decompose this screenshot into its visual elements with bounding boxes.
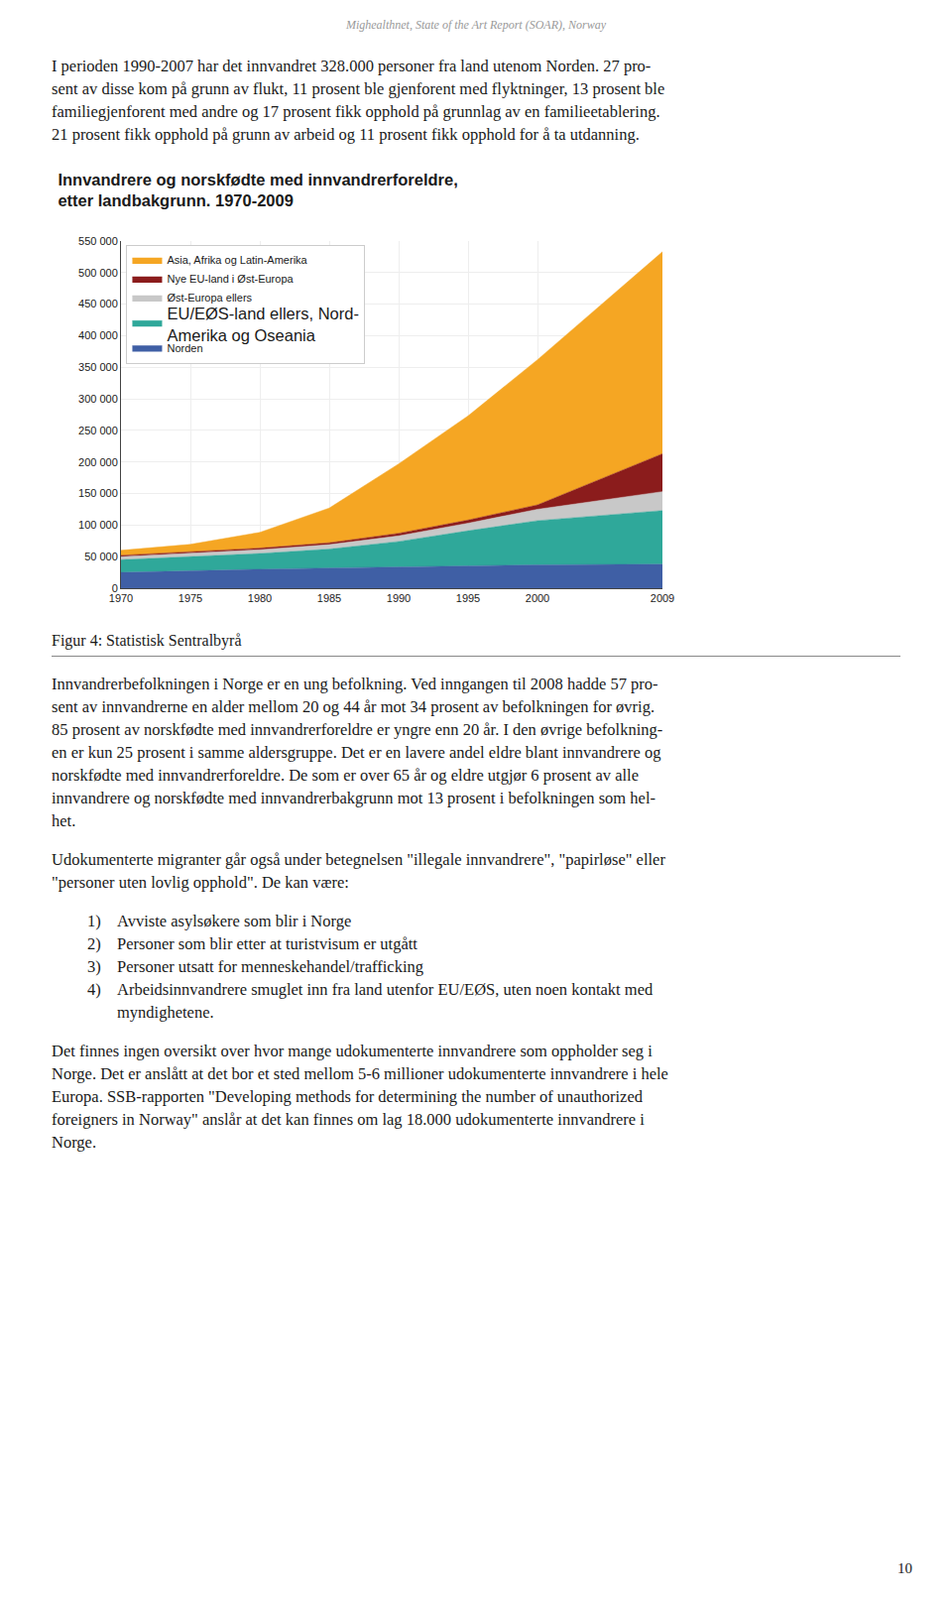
svg-text:2000: 2000 xyxy=(525,592,550,604)
svg-text:1995: 1995 xyxy=(456,592,480,604)
html-text:"personer uten lovlig opphold": "personer uten lovlig opphold". De kan v… xyxy=(51,872,349,892)
svg-text:Asia, Afrika og Latin-Amerika: Asia, Afrika og Latin-Amerika xyxy=(166,253,308,266)
html-text:Avviste asylsøkere som blir i: Avviste asylsøkere som blir i Norge xyxy=(117,911,352,931)
html-text:2): 2) xyxy=(87,934,101,953)
svg-text:1990: 1990 xyxy=(386,592,411,604)
html-text:Norge.: Norge. xyxy=(51,1132,97,1152)
svg-text:0: 0 xyxy=(112,582,119,595)
html-text:85 prosent av norskfødte med i: 85 prosent av norskfødte med innvandrerf… xyxy=(51,719,663,739)
svg-text:EU/EØS-land ellers, Nord-Ameri: EU/EØS-land ellers, Nord-Amerika og Osea… xyxy=(166,304,358,344)
svg-text:Øst-Europa ellers: Øst-Europa ellers xyxy=(166,291,252,304)
html-text:foreigners in Norway" anslår a: foreigners in Norway" anslår at det kan … xyxy=(51,1109,645,1129)
html-text:21 prosent fikk opphold på gru: 21 prosent fikk opphold på grunn av arbe… xyxy=(51,124,640,144)
svg-text:350 000: 350 000 xyxy=(78,360,119,373)
html-text:Personer utsatt for menneskeha: Personer utsatt for menneskehandel/traff… xyxy=(117,956,424,976)
svg-text:Innvandrere og norskfødte med: Innvandrere og norskfødte med innvandrer… xyxy=(57,170,458,210)
svg-text:1985: 1985 xyxy=(317,592,342,604)
svg-text:Nye EU-land i Øst-Europa: Nye EU-land i Øst-Europa xyxy=(166,272,294,285)
html-text:Arbeidsinnvandrere smuglet inn: Arbeidsinnvandrere smuglet inn fra land … xyxy=(117,979,653,999)
html-text:en er kun 25 prosent i samme a: en er kun 25 prosent i samme aldersgrupp… xyxy=(51,742,661,762)
svg-text:50 000: 50 000 xyxy=(84,550,119,563)
html-text:familiegjenforent med andre og: familiegjenforent med andre og 17 prosen… xyxy=(51,102,660,121)
html-text:3): 3) xyxy=(87,956,101,976)
html-text:innvandrere og norskfødte med: innvandrere og norskfødte med innvandrer… xyxy=(51,788,656,808)
svg-text:1975: 1975 xyxy=(178,592,203,604)
svg-text:Norden: Norden xyxy=(166,342,203,355)
html-text:Norge. Det er anslått at det b: Norge. Det er anslått at det bor et sted… xyxy=(51,1064,669,1083)
svg-text:400 000: 400 000 xyxy=(78,329,119,342)
html-text:het.: het. xyxy=(51,811,76,831)
html-text:4): 4) xyxy=(87,979,101,999)
html-text:1): 1) xyxy=(87,911,101,931)
svg-text:300 000: 300 000 xyxy=(78,392,119,405)
svg-text:150 000: 150 000 xyxy=(78,486,119,499)
html-text:Personer som blir etter at tur: Personer som blir etter at turistvisum e… xyxy=(117,934,418,953)
html-text:Figur 4: Statistisk Sentralbyr: Figur 4: Statistisk Sentralbyrå xyxy=(51,631,242,649)
svg-text:500 000: 500 000 xyxy=(78,266,119,279)
svg-text:200 000: 200 000 xyxy=(78,456,119,469)
html-text:Mighealthnet, State of the Art: Mighealthnet, State of the Art Report (S… xyxy=(346,17,606,32)
html-text:myndighetene.: myndighetene. xyxy=(117,1002,214,1022)
html-text:10: 10 xyxy=(897,1559,913,1576)
svg-text:100 000: 100 000 xyxy=(78,518,119,531)
html-text:Udokumenterte migranter går og: Udokumenterte migranter går også under b… xyxy=(51,849,666,869)
svg-text:1980: 1980 xyxy=(247,592,272,604)
html-text:norskfødte med innvandrerforel: norskfødte med innvandrerforeldre. De so… xyxy=(51,765,639,785)
svg-text:250 000: 250 000 xyxy=(78,424,119,437)
svg-text:1970: 1970 xyxy=(109,592,133,604)
html-text:sent av innvandrerne en alder: sent av innvandrerne en alder mellom 20 … xyxy=(51,697,655,716)
html-text:Europa. SSB-rapporten "Develop: Europa. SSB-rapporten "Developing method… xyxy=(51,1086,643,1106)
html-text:sent av disse kom på grunn av: sent av disse kom på grunn av flukt, 11 … xyxy=(51,79,665,99)
html-text:I perioden 1990-2007 har det i: I perioden 1990-2007 har det innvandret … xyxy=(51,56,651,76)
svg-text:450 000: 450 000 xyxy=(78,297,119,310)
html-text:Det finnes ingen oversikt over: Det finnes ingen oversikt over hvor mang… xyxy=(51,1041,653,1061)
svg-text:2009: 2009 xyxy=(650,592,675,604)
svg-text:550 000: 550 000 xyxy=(78,235,119,247)
html-text:Innvandrerbefolkningen i Norge: Innvandrerbefolkningen i Norge er en ung… xyxy=(51,674,659,694)
